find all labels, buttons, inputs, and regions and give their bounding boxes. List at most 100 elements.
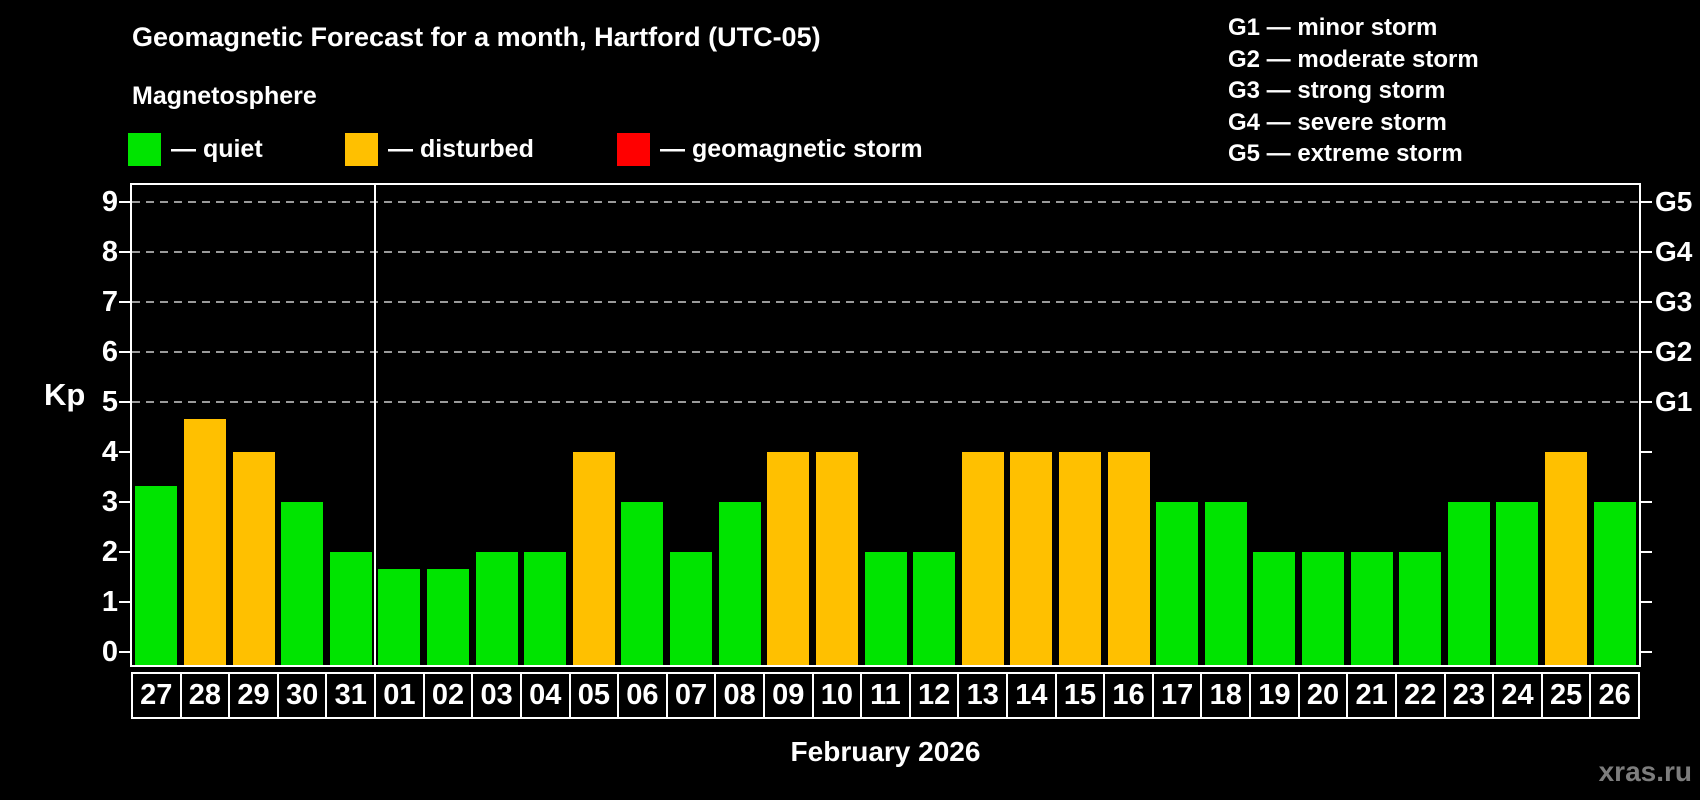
day-label-28: 28 bbox=[179, 672, 231, 719]
day-label-26: 26 bbox=[1589, 672, 1640, 719]
y-tick-left-8 bbox=[119, 251, 130, 253]
kp-bar-day-31 bbox=[329, 552, 372, 665]
kp-bar-day-09 bbox=[767, 452, 810, 665]
y-tick-right-7 bbox=[1641, 301, 1652, 303]
y-tick-right-8 bbox=[1641, 251, 1652, 253]
day-label-07: 07 bbox=[665, 672, 717, 719]
kp-bar-day-16 bbox=[1107, 452, 1150, 665]
g2-legend-line: G2 — moderate storm bbox=[1228, 45, 1479, 73]
y-tick-right-6 bbox=[1641, 351, 1652, 353]
kp-bar-day-05 bbox=[572, 452, 615, 665]
kp-bar-day-20 bbox=[1302, 552, 1345, 665]
day-label-01: 01 bbox=[374, 672, 425, 719]
kp-bar-day-10 bbox=[815, 452, 858, 665]
legend-item-disturbed: — disturbed bbox=[345, 133, 534, 166]
y-tick-right-1 bbox=[1641, 601, 1652, 603]
gridline-g5 bbox=[132, 201, 1639, 203]
day-label-08: 08 bbox=[714, 672, 765, 719]
day-label-13: 13 bbox=[957, 672, 1009, 719]
chart-subtitle: Magnetosphere bbox=[132, 82, 317, 110]
y-axis-title: Kp bbox=[44, 377, 86, 412]
day-label-05: 05 bbox=[568, 672, 620, 719]
day-label-09: 09 bbox=[762, 672, 814, 719]
day-label-19: 19 bbox=[1249, 672, 1300, 719]
g1-legend-line: G1 — minor storm bbox=[1228, 14, 1438, 41]
y-tick-right-3 bbox=[1641, 501, 1652, 503]
y-tick-left-9 bbox=[119, 201, 130, 203]
kp-bar-day-19 bbox=[1253, 552, 1296, 665]
kp-bar-day-07 bbox=[670, 552, 713, 665]
kp-bar-day-13 bbox=[961, 452, 1004, 665]
g-level-label-g2: G2 bbox=[1655, 336, 1693, 367]
storm-color-swatch bbox=[617, 133, 650, 166]
day-label-04: 04 bbox=[519, 672, 571, 719]
x-axis-title: February 2026 bbox=[790, 736, 981, 767]
y-tick-left-1 bbox=[119, 601, 130, 603]
kp-bar-day-21 bbox=[1350, 552, 1393, 665]
day-label-31: 31 bbox=[325, 672, 377, 719]
gridline-g1 bbox=[132, 401, 1639, 403]
y-tick-label-2: 2 bbox=[101, 536, 118, 568]
kp-bar-day-12 bbox=[913, 552, 956, 665]
day-label-23: 23 bbox=[1443, 672, 1495, 719]
g-level-label-g3: G3 bbox=[1655, 286, 1693, 317]
day-label-10: 10 bbox=[811, 672, 863, 719]
y-tick-right-4 bbox=[1641, 451, 1652, 453]
day-label-15: 15 bbox=[1054, 672, 1106, 719]
day-label-30: 30 bbox=[276, 672, 328, 719]
kp-bar-day-28 bbox=[183, 418, 226, 665]
g3-legend-line: G3 — strong storm bbox=[1228, 77, 1446, 105]
day-label-12: 12 bbox=[908, 672, 960, 719]
kp-bar-day-30 bbox=[281, 502, 324, 665]
gridline-g4 bbox=[132, 251, 1639, 253]
g-level-label-g4: G4 bbox=[1655, 236, 1693, 267]
gridline-g2 bbox=[132, 351, 1639, 353]
legend-label-quiet: — quiet bbox=[171, 135, 263, 163]
plot-area bbox=[119, 183, 1652, 667]
y-tick-label-3: 3 bbox=[101, 486, 118, 518]
kp-bar-day-22 bbox=[1399, 552, 1442, 665]
kp-bar-day-15 bbox=[1058, 452, 1101, 665]
day-label-27: 27 bbox=[131, 672, 182, 719]
y-tick-right-0 bbox=[1641, 651, 1652, 653]
day-label-24: 24 bbox=[1492, 672, 1543, 719]
day-label-17: 17 bbox=[1151, 672, 1203, 719]
day-label-06: 06 bbox=[617, 672, 668, 719]
y-tick-left-4 bbox=[119, 451, 130, 453]
month-separator-line bbox=[374, 185, 377, 665]
quiet-color-swatch bbox=[128, 133, 161, 166]
kp-bar-day-17 bbox=[1156, 502, 1199, 665]
day-label-11: 11 bbox=[860, 672, 911, 719]
y-tick-right-2 bbox=[1641, 551, 1652, 553]
y-tick-label-1: 1 bbox=[101, 586, 118, 618]
y-tick-label-7: 7 bbox=[101, 286, 118, 318]
kp-bar-day-08 bbox=[718, 502, 761, 665]
y-tick-left-0 bbox=[119, 651, 130, 653]
y-tick-right-9 bbox=[1641, 201, 1652, 203]
kp-bar-day-25 bbox=[1545, 452, 1588, 665]
kp-bar-day-01 bbox=[378, 568, 421, 665]
g5-legend-line: G5 — extreme storm bbox=[1228, 140, 1463, 168]
g-scale-legend: G1 — minor storm G2 — moderate storm G3 … bbox=[1228, 12, 1479, 170]
kp-bar-day-14 bbox=[1010, 452, 1053, 665]
legend-item-storm: — geomagnetic storm bbox=[617, 133, 923, 166]
kp-bar-day-03 bbox=[475, 552, 518, 665]
legend-label-disturbed: — disturbed bbox=[388, 135, 534, 163]
y-tick-left-3 bbox=[119, 501, 130, 503]
kp-bar-day-27 bbox=[135, 485, 178, 665]
kp-bar-day-24 bbox=[1496, 502, 1539, 665]
day-label-02: 02 bbox=[422, 672, 474, 719]
watermark: xras.ru bbox=[1598, 756, 1692, 787]
day-label-14: 14 bbox=[1006, 672, 1057, 719]
y-tick-label-8: 8 bbox=[101, 236, 118, 268]
y-tick-label-4: 4 bbox=[101, 436, 118, 468]
day-label-03: 03 bbox=[471, 672, 522, 719]
y-tick-left-2 bbox=[119, 551, 130, 553]
legend-label-storm: — geomagnetic storm bbox=[660, 135, 923, 163]
day-label-21: 21 bbox=[1346, 672, 1397, 719]
g4-legend-line: G4 — severe storm bbox=[1228, 108, 1447, 136]
chart-title: Geomagnetic Forecast for a month, Hartfo… bbox=[132, 22, 821, 52]
gridline-g3 bbox=[132, 301, 1639, 303]
day-label-25: 25 bbox=[1540, 672, 1592, 719]
